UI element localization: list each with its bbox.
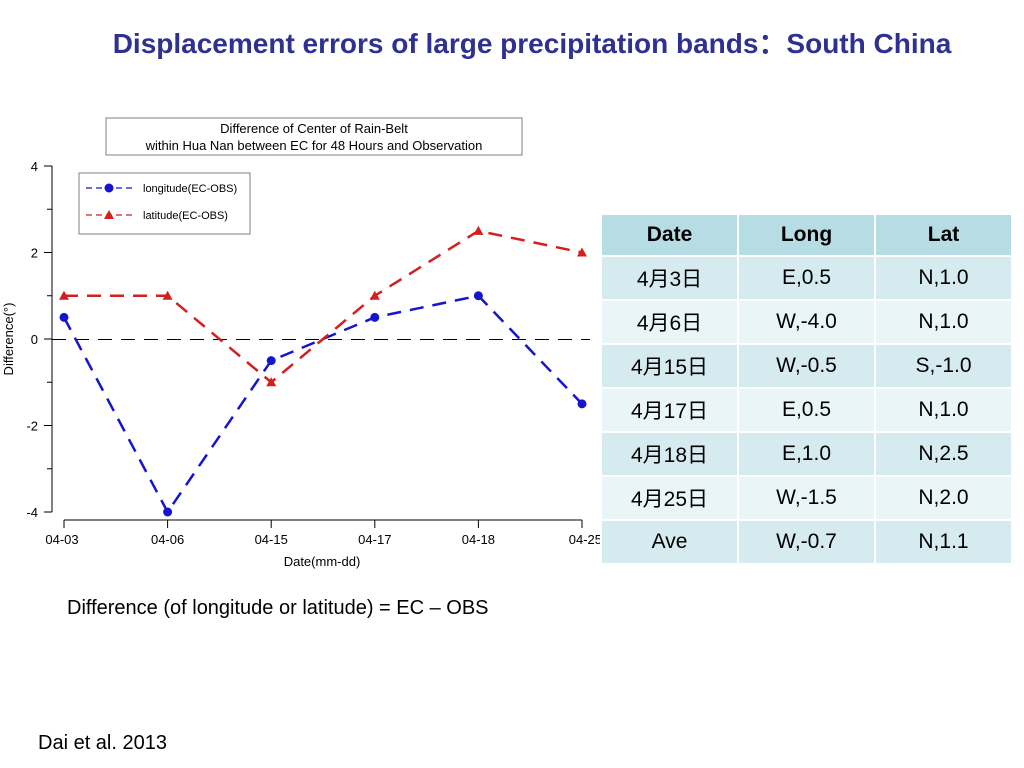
cell-date: 4月17日: [600, 387, 739, 433]
cell-lat: N,1.0: [874, 387, 1013, 433]
cell-lat: S,-1.0: [874, 343, 1013, 389]
y-tick-label: -4: [26, 505, 38, 520]
legend-item: longitude(EC-OBS): [86, 183, 237, 195]
cell-long: W,-0.5: [737, 343, 876, 389]
cell-long: W,-1.5: [737, 475, 876, 521]
chart-title-line-1: Difference of Center of Rain-Belt: [220, 121, 408, 136]
cell-date: 4月3日: [600, 255, 739, 301]
data-point: [370, 312, 380, 322]
x-tick-label: 04-17: [358, 532, 391, 547]
citation: Dai et al. 2013: [38, 732, 167, 754]
legend-label: longitude(EC-OBS): [143, 183, 237, 195]
x-axis-label: Date(mm-dd): [284, 554, 361, 569]
data-point: [577, 247, 587, 257]
table-header-row: Date Long Lat: [600, 213, 1013, 257]
table-row: 4月17日 E,0.5 N,1.0: [600, 387, 1013, 433]
x-tick-label: 04-18: [462, 532, 495, 547]
series-line: [64, 229, 583, 384]
table-row: 4月25日 W,-1.5 N,2.0: [600, 475, 1013, 521]
cell-date: 4月15日: [600, 343, 739, 389]
y-tick-label: 2: [31, 246, 38, 261]
cell-lat: N,1.0: [874, 299, 1013, 345]
data-point: [104, 183, 114, 193]
table-row: 4月15日 W,-0.5 S,-1.0: [600, 343, 1013, 389]
cell-long: W,-0.7: [737, 519, 876, 565]
series-longitude: [59, 291, 587, 517]
cell-date: Ave: [600, 519, 739, 565]
data-point: [369, 290, 380, 300]
series-latitude: [59, 225, 587, 387]
data-point: [162, 290, 173, 300]
difference-formula: Difference (of longitude or latitude) = …: [67, 597, 489, 619]
header-date: Date: [600, 213, 739, 257]
legend: longitude(EC-OBS) latitude(EC-OBS): [78, 172, 251, 235]
x-tick-label: 04-03: [45, 532, 78, 547]
cell-date: 4月6日: [600, 299, 739, 345]
y-tick-label: 0: [31, 332, 38, 347]
cell-long: E,1.0: [737, 431, 876, 477]
cell-long: W,-4.0: [737, 299, 876, 345]
legend-label: latitude(EC-OBS): [143, 210, 228, 222]
data-point: [473, 225, 484, 235]
y-ticks: 4 2 0 -2 -4: [26, 159, 52, 520]
chart-title-frame: [105, 117, 523, 156]
table-row: 4月3日 E,0.5 N,1.0: [600, 255, 1013, 301]
x-tick-label: 04-15: [255, 532, 288, 547]
displacement-table: Date Long Lat 4月3日 E,0.5 N,1.0 4月6日 W,-4…: [600, 213, 1013, 565]
rain-belt-chart: Difference of Center of Rain-Belt within…: [1, 117, 600, 569]
x-tick-label: 04-25: [569, 532, 600, 547]
data-point: [266, 377, 277, 387]
x-ticks: 04-03 04-06 04-15 04-17 04-18 04-25: [45, 520, 600, 547]
data-point: [104, 210, 114, 219]
header-long: Long: [737, 213, 876, 257]
y-tick-label: 4: [31, 159, 38, 174]
y-tick-label: -2: [26, 419, 38, 434]
data-point: [473, 291, 483, 301]
data-point: [59, 290, 69, 300]
cell-long: E,0.5: [737, 387, 876, 433]
chart-title-box: Difference of Center of Rain-Belt within…: [105, 117, 523, 156]
data-point: [59, 312, 69, 322]
chart-title-line-2: within Hua Nan between EC for 48 Hours a…: [145, 138, 483, 153]
slide-title: Displacement errors of large precipitati…: [112, 28, 952, 59]
data-point: [163, 507, 173, 517]
cell-date: 4月25日: [600, 475, 739, 521]
cell-lat: N,1.0: [874, 255, 1013, 301]
header-lat: Lat: [874, 213, 1013, 257]
x-tick-label: 04-06: [151, 532, 184, 547]
series-layer: [59, 225, 587, 517]
cell-date: 4月18日: [600, 431, 739, 477]
legend-frame: [78, 172, 251, 235]
series-line: [62, 294, 583, 515]
cell-lat: N,2.0: [874, 475, 1013, 521]
table-row: Ave W,-0.7 N,1.1: [600, 519, 1013, 565]
legend-item: latitude(EC-OBS): [86, 210, 228, 222]
y-axis-label: Difference(°): [1, 303, 16, 376]
data-point: [266, 356, 276, 366]
cell-lat: N,2.5: [874, 431, 1013, 477]
cell-long: E,0.5: [737, 255, 876, 301]
table-row: 4月6日 W,-4.0 N,1.0: [600, 299, 1013, 345]
data-point: [577, 399, 587, 409]
table-row: 4月18日 E,1.0 N,2.5: [600, 431, 1013, 477]
cell-lat: N,1.1: [874, 519, 1013, 565]
